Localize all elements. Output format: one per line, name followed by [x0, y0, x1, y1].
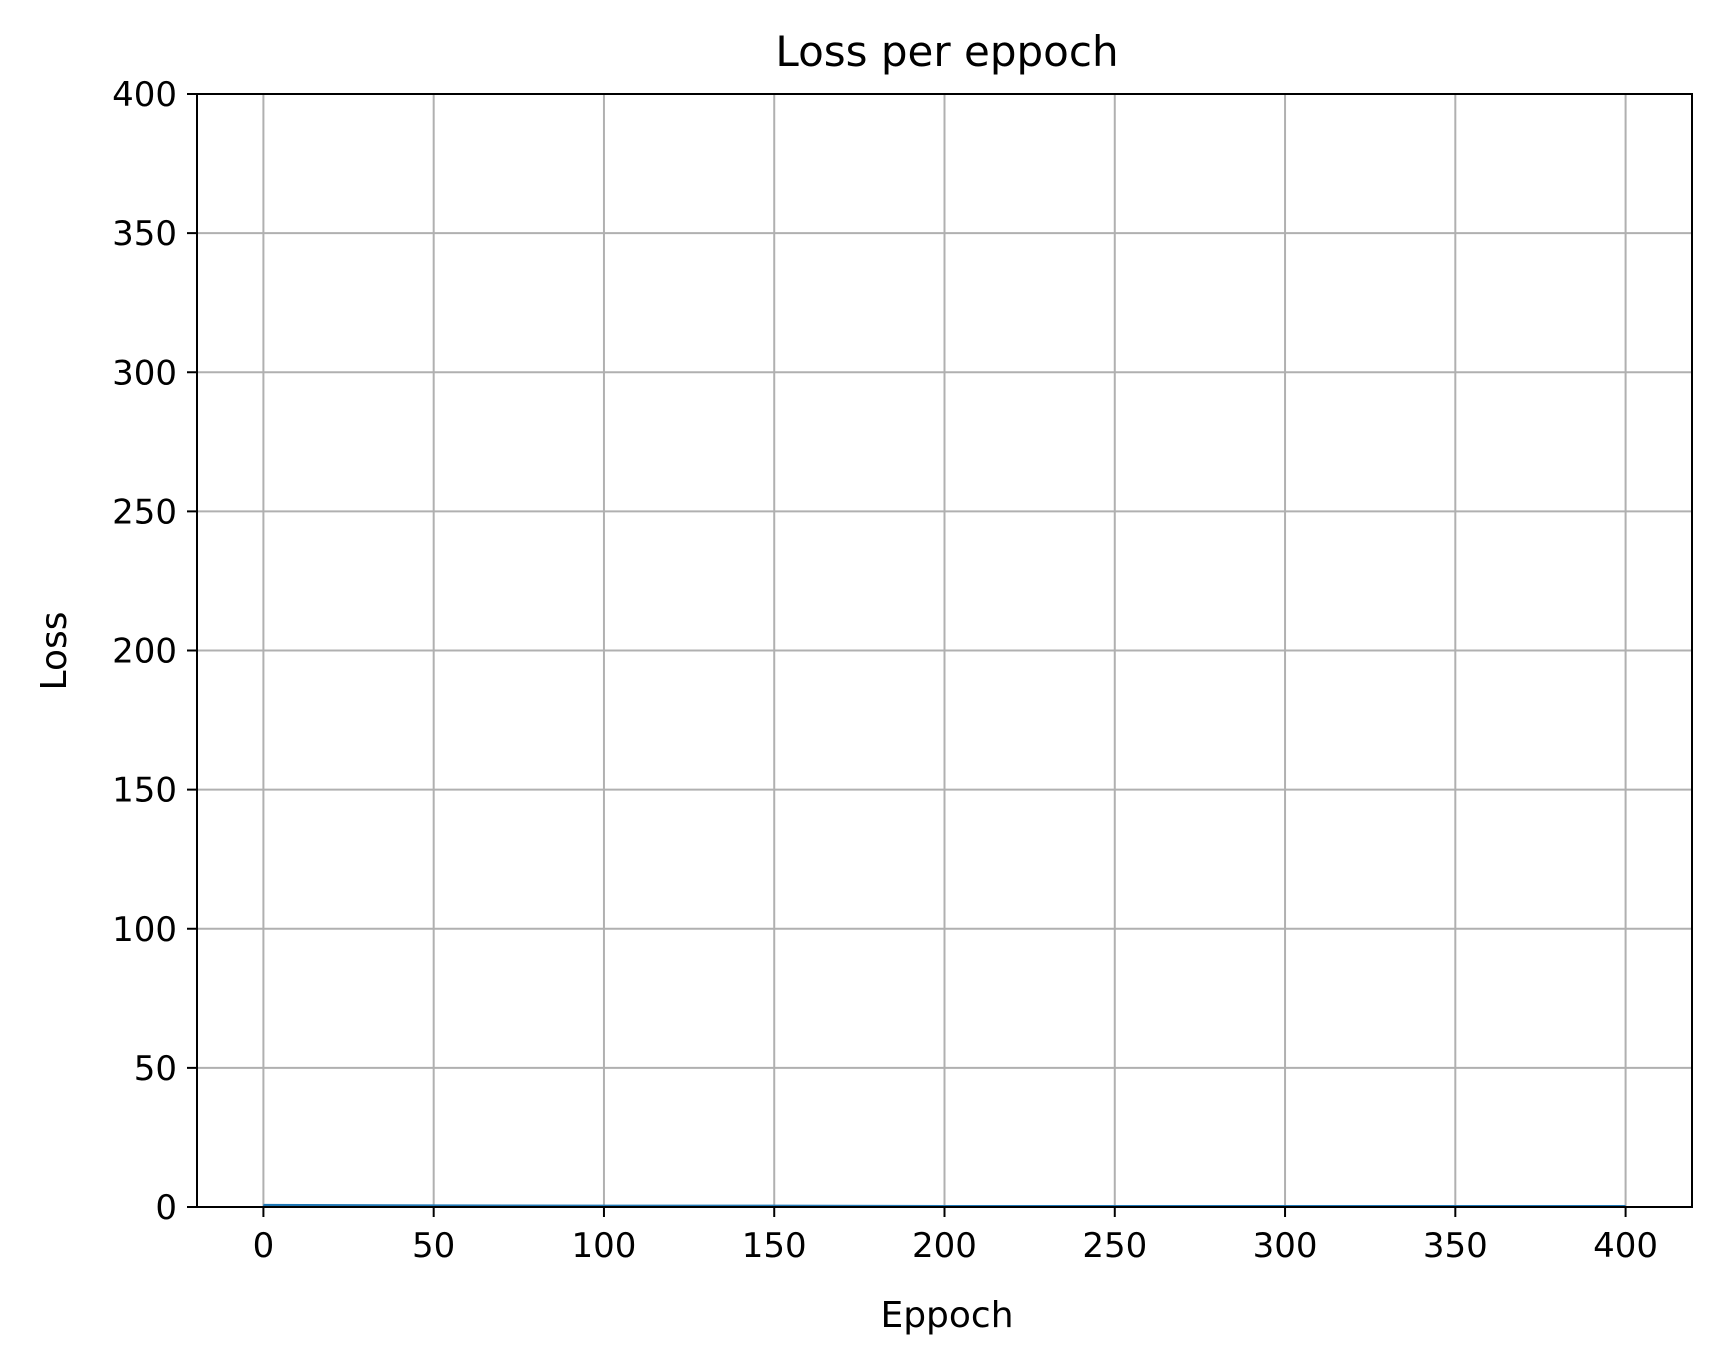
x-axis-label: Eppoch: [880, 1295, 1013, 1336]
y-tick-label: 200: [112, 632, 177, 672]
x-tick-label: 100: [572, 1226, 637, 1266]
tick-labels: 0 50 100 150 200 250 300 350 400 0 50 100 150 200 250 3…: [112, 75, 1658, 1266]
y-tick-label: 50: [134, 1049, 177, 1089]
axis-ticks: [187, 93, 1627, 1217]
x-tick-label: 50: [412, 1226, 455, 1266]
y-tick-label: 250: [112, 492, 177, 532]
y-tick-label: 100: [112, 910, 177, 950]
y-tick-label: 300: [112, 353, 177, 393]
x-tick-label: 350: [1423, 1226, 1488, 1266]
loss-data-point: [262, 1204, 264, 1206]
y-tick-label: 350: [112, 214, 177, 254]
x-tick-label: 400: [1593, 1226, 1658, 1266]
x-tick-label: 150: [742, 1226, 807, 1266]
x-tick-label: 250: [1082, 1226, 1147, 1266]
y-tick-label: 150: [112, 771, 177, 811]
y-axis-label: Loss: [34, 612, 75, 691]
x-tick-label: 300: [1253, 1226, 1318, 1266]
y-tick-label: 0: [155, 1188, 177, 1228]
x-tick-label: 200: [912, 1226, 977, 1266]
x-tick-label: 0: [253, 1226, 275, 1266]
y-tick-label: 400: [112, 75, 177, 115]
chart-title: Loss per eppoch: [775, 27, 1118, 76]
